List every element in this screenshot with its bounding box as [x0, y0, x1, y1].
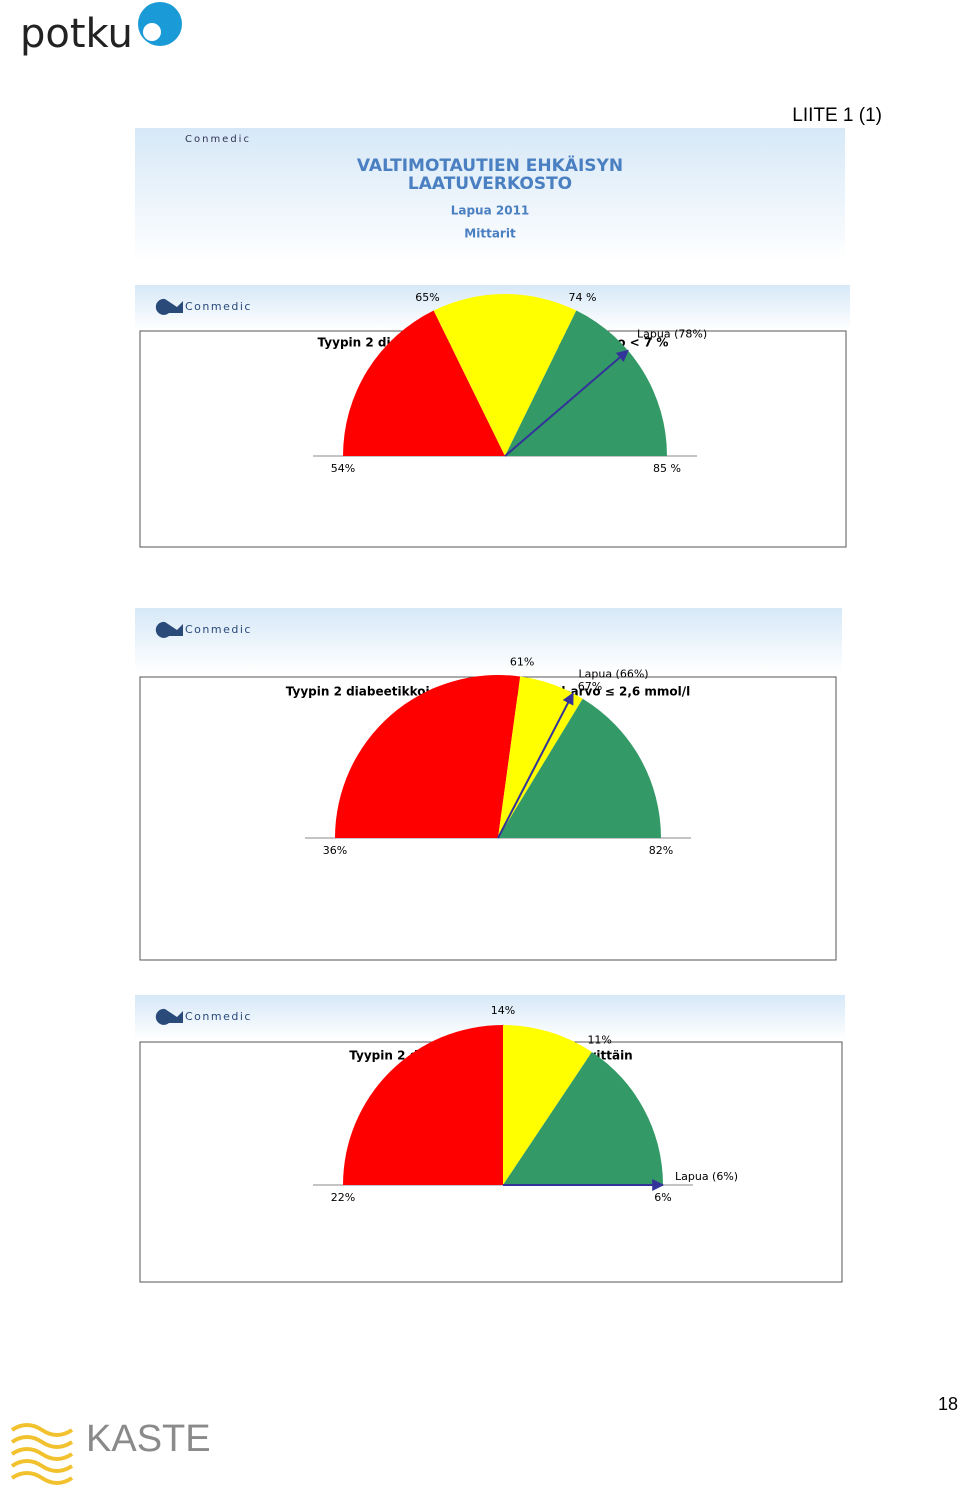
brand: Conmedic [185, 300, 252, 313]
brand-icon [155, 621, 183, 638]
brand-icon [155, 1008, 183, 1025]
slide-subtitle: Lapua 2011 [451, 204, 530, 218]
brand: Conmedic [185, 1010, 252, 1023]
tick-label: 85 % [653, 462, 681, 475]
pointer-label: Lapua (66%) [579, 668, 649, 681]
tick-label: 14% [491, 1004, 515, 1017]
tick-label: 6% [654, 1191, 671, 1204]
slide-title: VALTIMOTAUTIEN EHKÄISYN [357, 154, 623, 176]
slide-title: LAATUVERKOSTO [408, 174, 572, 194]
brand: Conmedic [185, 623, 252, 636]
pointer [497, 692, 574, 839]
pointer-label: Lapua (78%) [637, 328, 707, 341]
potku-logo: potku [20, 11, 133, 57]
tick-label: 11% [587, 1033, 611, 1046]
pointer-label: Lapua (6%) [675, 1170, 738, 1183]
tick-label: 22% [331, 1191, 355, 1204]
gauge-sector [503, 1025, 592, 1185]
tick-label: 36% [323, 844, 347, 857]
logo-dot [138, 2, 182, 46]
gauge-sector [503, 1051, 663, 1185]
tick-label: 74 % [569, 291, 597, 304]
brand-icon [155, 298, 183, 315]
kaste-waves [10, 1423, 74, 1485]
kaste-logo: KASTE [86, 1418, 211, 1460]
gauge-sector [335, 675, 521, 838]
page-number: 18 [938, 1394, 958, 1414]
gauge-sector [505, 310, 667, 456]
gauge-sector [498, 698, 661, 838]
tick-label: 54% [331, 462, 355, 475]
tick-label: 65% [415, 291, 439, 304]
appendix-label: LIITE 1 (1) [792, 105, 882, 126]
title-slide [135, 128, 845, 262]
tick-label: 67% [578, 680, 602, 693]
slide-header [135, 608, 842, 672]
tick-label: 61% [510, 656, 534, 669]
logo-dot-inner [143, 23, 161, 41]
slide-caption: Mittarit [464, 227, 516, 241]
gauge-sector [343, 310, 505, 456]
tick-label: 82% [649, 844, 673, 857]
pointer [504, 349, 629, 457]
gauge-sector [433, 294, 577, 456]
gauge-sector [343, 1025, 503, 1185]
brand: Conmedic [185, 134, 251, 145]
